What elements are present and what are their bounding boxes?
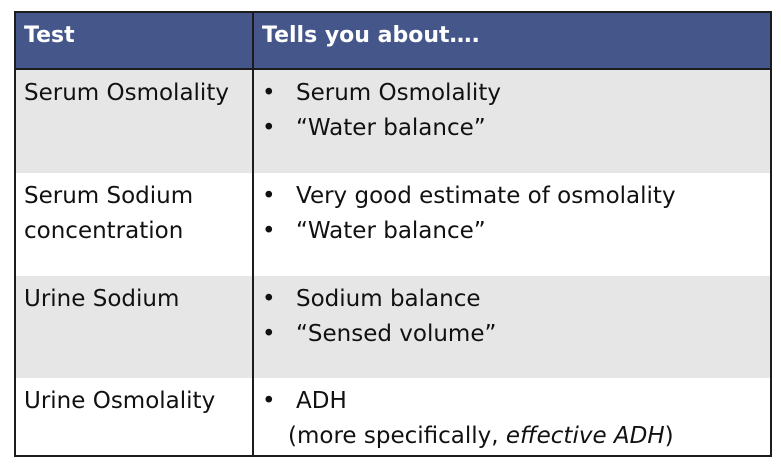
- bullet-item: “Sensed volume”: [262, 317, 770, 352]
- table-header-row: Test Tells you about….: [16, 13, 770, 70]
- table-row: Urine Sodium Sodium balance “Sensed volu…: [16, 276, 770, 378]
- test-name: Serum Sodium: [24, 183, 194, 209]
- test-cell: Serum Osmolality: [16, 70, 254, 173]
- info-cell: Serum Osmolality “Water balance”: [254, 70, 770, 173]
- note-prefix: (more specifically,: [288, 423, 506, 449]
- info-cell: Very good estimate of osmolality “Water …: [254, 173, 770, 276]
- bullet-item: ADH: [262, 384, 770, 419]
- adh-note: (more specifically, effective ADH): [262, 419, 770, 454]
- test-name: Serum Osmolality: [24, 80, 229, 106]
- bullet-item: “Water balance”: [262, 111, 770, 146]
- test-cell: Serum Sodium concentration: [16, 173, 254, 276]
- table-row: Serum Osmolality Serum Osmolality “Water…: [16, 70, 770, 173]
- note-emphasis: effective ADH: [505, 423, 665, 449]
- info-cell: ADH (more specifically, effective ADH): [254, 378, 770, 455]
- test-name: Urine Osmolality: [24, 388, 216, 414]
- bullet-item: Serum Osmolality: [262, 76, 770, 111]
- test-table: Test Tells you about…. Serum Osmolality …: [14, 11, 772, 457]
- test-cell: Urine Sodium: [16, 276, 254, 378]
- test-name: Urine Sodium: [24, 286, 180, 312]
- info-cell: Sodium balance “Sensed volume”: [254, 276, 770, 378]
- test-cell: Urine Osmolality: [16, 378, 254, 455]
- bullet-item: “Water balance”: [262, 214, 770, 249]
- bullet-item: Sodium balance: [262, 282, 770, 317]
- note-suffix: ): [664, 423, 674, 449]
- header-tells-you-about: Tells you about….: [262, 23, 480, 48]
- table-row: Serum Sodium concentration Very good est…: [16, 173, 770, 276]
- table-row: Urine Osmolality ADH (more specifically,…: [16, 378, 770, 455]
- header-test: Test: [16, 13, 254, 68]
- test-name-line2: concentration: [24, 218, 184, 244]
- bullet-item: Very good estimate of osmolality: [262, 179, 770, 214]
